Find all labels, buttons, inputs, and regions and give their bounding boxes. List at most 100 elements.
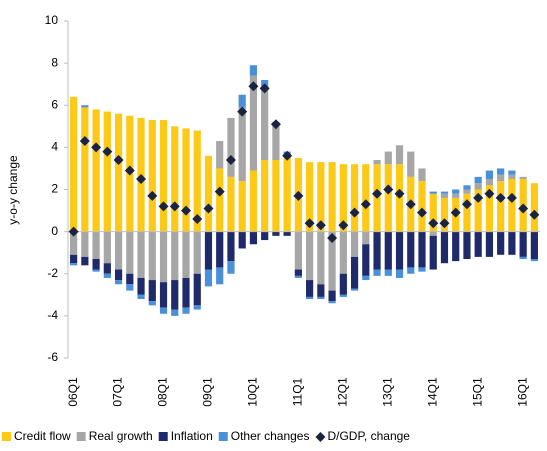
bar-segment (474, 189, 482, 232)
bar-segment (384, 164, 392, 232)
bar-segment (159, 119, 168, 232)
bar-segment (227, 261, 235, 274)
diamond-marker (484, 188, 495, 199)
bar-segment (216, 168, 224, 232)
bar-segment (463, 189, 471, 194)
bar-segment (148, 119, 156, 232)
bar-segment (114, 231, 123, 270)
bar-segment (249, 65, 258, 76)
bar-segment (429, 193, 437, 232)
bar-segment (463, 231, 471, 260)
diamond-marker (282, 150, 293, 161)
bar-segment (249, 170, 258, 232)
diamond-marker (203, 203, 214, 214)
diamond-marker (169, 201, 180, 212)
bar-segment (362, 275, 370, 281)
diamond-marker (473, 192, 484, 203)
diamond-marker (91, 142, 102, 153)
bar-segment (429, 231, 437, 236)
bar-segment (530, 259, 538, 262)
diamond-marker (405, 199, 416, 210)
bar-segment (384, 151, 392, 165)
bar-segment (497, 168, 505, 175)
bar-segment (418, 168, 426, 182)
bar-segment (328, 162, 336, 232)
diamond-marker (506, 192, 517, 203)
bar-segment (384, 231, 392, 270)
bar-segment (283, 231, 291, 236)
bar-segment (497, 174, 505, 182)
bar-segment (204, 155, 213, 232)
bar-segment (508, 178, 516, 232)
legend-swatch (158, 432, 168, 441)
bar-segment (159, 307, 168, 314)
bar-segment (92, 231, 100, 260)
y-tick-label: 10 (45, 13, 59, 27)
bar-segment (497, 231, 505, 255)
bar-segment (474, 176, 482, 184)
bar-segment (227, 176, 235, 232)
bar-segment (249, 231, 258, 245)
bar-segment (227, 231, 235, 262)
bar-segment (440, 193, 449, 198)
bar-segment (306, 280, 314, 297)
diamond-marker (270, 119, 281, 130)
bar-segment (294, 231, 302, 270)
diamond-marker (338, 220, 349, 231)
bar-segment (339, 273, 347, 295)
bar-segment (317, 296, 325, 300)
bar-segment (306, 162, 314, 232)
bar-segment (328, 301, 336, 304)
bar-segment (216, 141, 224, 169)
bar-segment (227, 117, 235, 177)
bar-segment (182, 277, 190, 308)
bar-segment (171, 280, 179, 310)
bar-segment (193, 273, 201, 306)
diamond-marker (417, 207, 427, 218)
bar-segment (272, 160, 280, 232)
bar-segment (429, 191, 437, 194)
bar-segment (328, 231, 336, 291)
y-tick-label: 6 (51, 97, 58, 111)
y-tick-label: -2 (47, 266, 58, 280)
bar-segment (440, 197, 449, 232)
bar-segment (452, 231, 460, 262)
bar-segment (350, 256, 359, 289)
x-tick-label: 14Q1 (425, 377, 439, 407)
bar-segment (440, 231, 449, 264)
legend-swatch (315, 432, 326, 442)
bar-segment (126, 231, 134, 274)
bar-segment (373, 231, 381, 270)
x-tick-label: 06Q1 (66, 377, 80, 407)
x-tick-label: 09Q1 (201, 377, 215, 407)
y-tick-label: -6 (47, 350, 58, 364)
legend-label: D/GDP, change (327, 429, 410, 443)
diamond-marker (79, 136, 90, 147)
bar-segment (261, 79, 269, 87)
bar-segment (407, 151, 415, 177)
bar-segment (159, 231, 168, 283)
bar-segment (148, 280, 156, 302)
diamond-marker (394, 188, 405, 199)
bar-segment (182, 307, 190, 314)
diamond-marker (293, 190, 304, 201)
bar-segment (137, 277, 145, 295)
bar-segment (81, 256, 89, 266)
bar-segment (70, 96, 78, 232)
bar-segment (440, 191, 449, 194)
bar-segment (238, 181, 246, 232)
bar-segment (474, 231, 482, 257)
x-tick-label: 08Q1 (156, 377, 170, 407)
bar-segment (306, 296, 314, 300)
bar-segment (373, 269, 381, 276)
bar-segment (81, 107, 89, 232)
diamond-marker (349, 207, 360, 218)
bar-segment (272, 124, 280, 161)
x-tick-label: 11Q1 (291, 377, 305, 406)
bar-segment (114, 280, 123, 285)
bar-segment (350, 231, 359, 257)
bar-segment (339, 294, 347, 297)
x-tick-label: 15Q1 (470, 377, 484, 407)
